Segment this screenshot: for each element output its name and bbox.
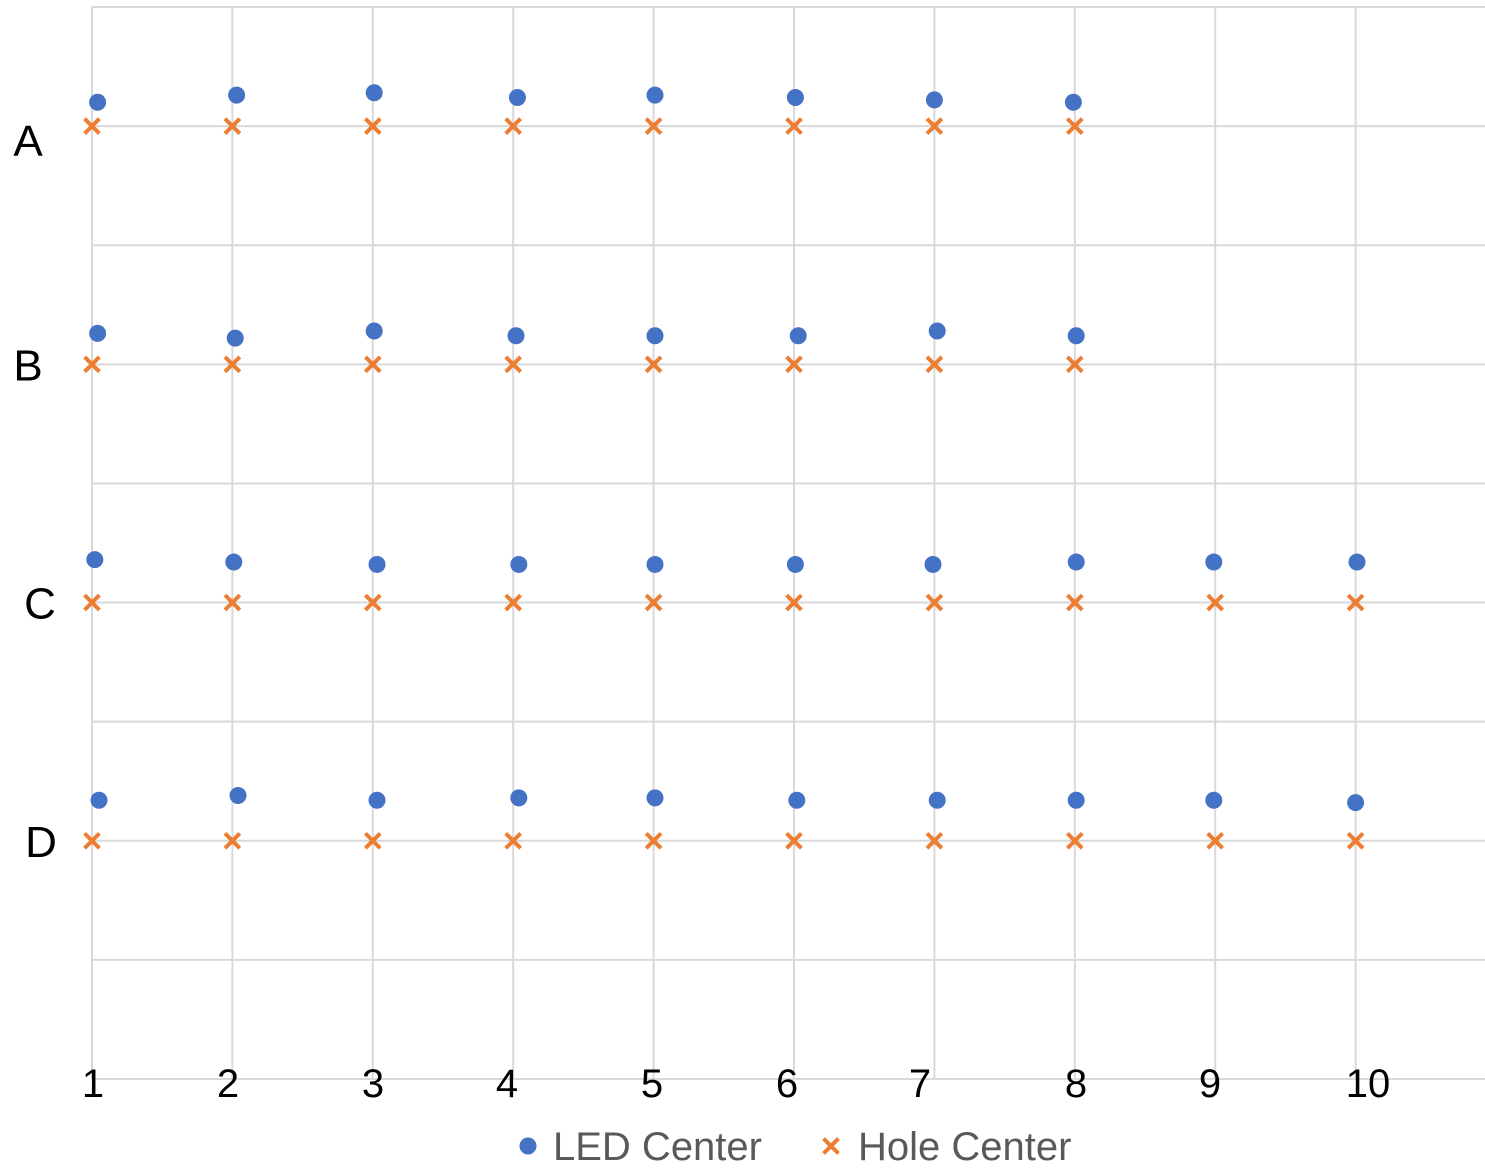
legend-hole-label: Hole Center (858, 1125, 1071, 1166)
hole-center-point (644, 831, 663, 850)
hole-center-point (363, 831, 382, 850)
hole-center-point (1346, 593, 1365, 612)
hole-center-point (925, 355, 944, 374)
led-center-point (225, 553, 243, 571)
led-center-point (90, 791, 108, 809)
hole-center-series (83, 117, 1365, 850)
led-center-series (86, 84, 1366, 812)
led-center-point (928, 322, 946, 340)
hole-center-point (504, 117, 523, 135)
hole-center-point (644, 117, 663, 135)
x-tick-label: 5 (641, 1062, 663, 1106)
led-center-point (1205, 553, 1223, 571)
led-center-point (226, 329, 244, 347)
hole-center-point (223, 593, 242, 612)
row-labels: A B C D (13, 117, 57, 867)
row-label: C (24, 580, 56, 629)
led-center-point (1348, 553, 1366, 571)
led-center-point (789, 327, 807, 345)
led-center-point (1067, 791, 1085, 809)
led-center-point (788, 791, 806, 809)
hole-center-point (644, 355, 663, 374)
led-center-point (925, 91, 943, 109)
led-center-point (1067, 553, 1085, 571)
led-center-point (229, 787, 247, 805)
led-center-point (1064, 93, 1082, 111)
led-center-point (507, 327, 525, 345)
hole-center-point (83, 117, 101, 135)
led-center-point (924, 555, 942, 573)
hole-center-point (925, 593, 944, 612)
hole-center-point (363, 593, 382, 612)
hole-center-point (1065, 117, 1084, 135)
hole-center-point (504, 355, 523, 374)
hole-center-point (1065, 355, 1084, 374)
hole-center-point (925, 831, 944, 850)
legend-led-marker (519, 1137, 537, 1155)
led-center-point (510, 555, 528, 573)
row-label: B (13, 341, 42, 390)
hole-center-point (925, 117, 944, 135)
hole-center-point (785, 831, 803, 850)
hole-center-point (223, 831, 242, 850)
hole-center-point (83, 831, 101, 850)
hole-center-point (363, 117, 382, 135)
led-center-point (89, 93, 107, 111)
hole-center-point (83, 593, 101, 612)
hole-center-point (504, 831, 523, 850)
hole-center-point (785, 117, 803, 135)
hole-center-point (83, 355, 101, 374)
hole-center-point (785, 355, 803, 374)
led-center-point (646, 555, 664, 573)
led-center-point (1067, 327, 1085, 345)
x-tick-label: 4 (496, 1062, 518, 1106)
x-tick-label: 2 (217, 1062, 239, 1106)
led-center-point (228, 86, 246, 104)
led-center-point (368, 791, 386, 809)
led-center-point (86, 551, 104, 569)
x-tick-label: 3 (362, 1062, 384, 1106)
hole-center-point (1065, 831, 1084, 850)
led-center-point (928, 791, 946, 809)
led-center-point (646, 327, 664, 345)
led-center-point (89, 324, 107, 342)
x-tick-label: 10 (1346, 1062, 1391, 1106)
hole-center-point (644, 593, 663, 612)
hole-center-point (504, 593, 523, 612)
x-tick-label: 9 (1199, 1062, 1221, 1106)
led-center-point (365, 84, 383, 102)
hole-center-point (223, 117, 242, 135)
led-center-point (786, 555, 804, 573)
hole-center-point (1206, 593, 1225, 612)
legend: LED Center Hole Center (519, 1125, 1071, 1169)
x-tick-label: 7 (909, 1062, 931, 1106)
hole-center-point (1206, 831, 1225, 850)
x-axis-tick-labels: 1 2 3 4 5 6 7 8 9 10 (82, 1062, 1390, 1106)
led-center-point (1347, 794, 1365, 812)
legend-hole-marker (822, 1137, 840, 1155)
led-center-point (1205, 791, 1223, 809)
grid-lines (91, 6, 1485, 1080)
led-center-point (365, 322, 383, 340)
hole-center-point (1346, 831, 1365, 850)
hole-center-point (1065, 593, 1084, 612)
data-series (83, 84, 1366, 850)
led-center-point (646, 86, 664, 104)
led-center-point (510, 789, 528, 807)
led-center-point (508, 89, 526, 107)
led-center-point (786, 89, 804, 107)
x-tick-label: 6 (776, 1062, 798, 1106)
led-center-point (368, 555, 386, 573)
legend-led-label: LED Center (553, 1125, 762, 1166)
row-label: A (13, 117, 43, 166)
hole-center-point (363, 355, 382, 374)
x-tick-label: 8 (1065, 1062, 1087, 1106)
led-center-point (646, 789, 664, 807)
x-tick-label: 1 (82, 1062, 104, 1106)
hole-center-point (223, 355, 242, 374)
row-label: D (25, 818, 57, 867)
hole-center-point (785, 593, 803, 612)
